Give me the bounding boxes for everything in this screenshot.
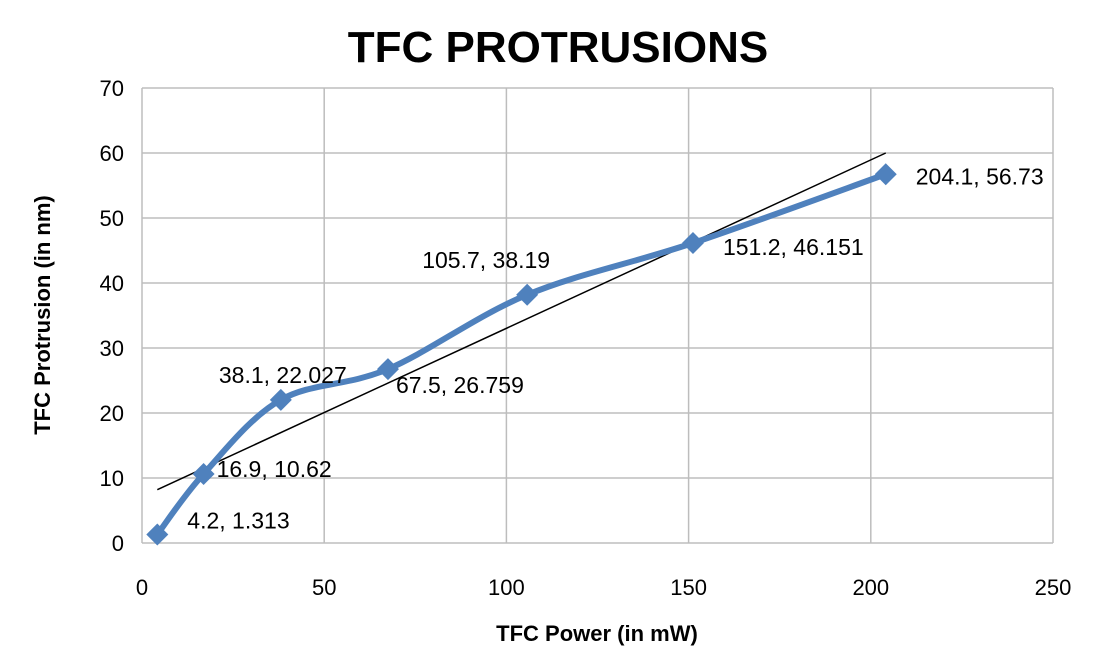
x-tick-label: 200 [852, 575, 889, 600]
trendline-group [156, 152, 887, 491]
y-tick-label: 10 [100, 466, 124, 491]
x-tick-label: 100 [488, 575, 525, 600]
data-labels: 4.2, 1.313 16.9, 10.62 38.1, 22.027 67.5, 2… [187, 163, 1043, 533]
y-tick-label: 20 [100, 401, 124, 426]
x-tick-label: 150 [670, 575, 707, 600]
y-tick-label: 40 [100, 271, 124, 296]
data-point-marker [874, 163, 897, 186]
data-label: 151.2, 46.151 [723, 234, 864, 260]
y-tick-label: 50 [100, 206, 124, 231]
grid-lines [141, 87, 1054, 544]
data-point-marker [516, 283, 539, 306]
x-axis-title: TFC Power (in mW) [496, 621, 698, 646]
y-tick-label: 70 [100, 76, 124, 101]
series-group [146, 163, 897, 546]
data-label: 16.9, 10.62 [217, 456, 332, 482]
x-tick-label: 50 [312, 575, 336, 600]
y-axis-title: TFC Protrusion (in nm) [30, 195, 55, 435]
data-label: 105.7, 38.19 [422, 247, 550, 273]
y-tick-label: 60 [100, 141, 124, 166]
x-tick-label: 250 [1035, 575, 1072, 600]
data-label: 67.5, 26.759 [396, 372, 524, 398]
data-point-marker [681, 232, 704, 255]
x-tick-label: 0 [136, 575, 148, 600]
data-label: 4.2, 1.313 [187, 507, 289, 533]
data-point-marker [376, 358, 399, 381]
data-point-marker [146, 523, 169, 546]
chart-title: TFC PROTRUSIONS [348, 23, 768, 72]
series-line [154, 171, 889, 538]
data-label: 204.1, 56.73 [916, 163, 1044, 189]
trendline [156, 152, 887, 491]
tick-labels: 0 10 20 30 40 50 60 70 0 50 100 150 200 250 [100, 76, 1072, 600]
y-tick-label: 0 [112, 531, 124, 556]
data-point-marker [269, 388, 292, 411]
y-tick-label: 30 [100, 336, 124, 361]
data-label: 38.1, 22.027 [219, 362, 347, 388]
data-point-marker [192, 462, 215, 485]
